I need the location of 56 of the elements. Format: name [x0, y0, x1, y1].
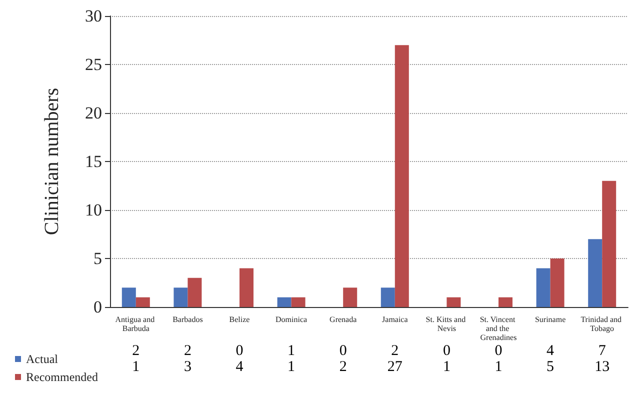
data-label: 1	[288, 359, 296, 376]
data-label: 2	[132, 343, 140, 360]
y-tick-label: 20	[85, 104, 102, 122]
x-tick-label: Jamaica	[382, 315, 408, 324]
x-tick-label: Grenada	[330, 315, 358, 324]
data-label: 0	[494, 343, 502, 360]
bar	[174, 288, 188, 307]
x-tick-label: Trinidad and Tobago	[580, 315, 624, 333]
data-label: 1	[494, 359, 502, 376]
bar	[380, 288, 395, 307]
bar	[240, 268, 254, 307]
bar	[136, 297, 150, 307]
data-label: 1	[132, 359, 140, 376]
x-tick-label: Dominica	[276, 315, 308, 324]
data-label: 2	[339, 359, 347, 376]
bar	[588, 239, 602, 307]
data-label: 1	[288, 343, 296, 360]
bar	[446, 297, 461, 307]
bar	[536, 268, 550, 307]
x-tick-label: Barbados	[172, 315, 203, 324]
bar	[291, 297, 306, 307]
y-tick-label: 30	[85, 6, 102, 26]
data-label: 27	[387, 359, 402, 376]
legend-label: Recommended	[26, 370, 98, 384]
bar	[394, 45, 409, 307]
data-label: 1	[442, 359, 450, 376]
data-label: 4	[546, 343, 554, 360]
y-axis-title: Clinician numbers	[41, 88, 63, 236]
x-tick-label: Belize	[229, 315, 250, 324]
y-tick-label: 25	[85, 55, 102, 74]
bar	[498, 297, 512, 307]
data-label: 2	[391, 343, 399, 360]
y-tick-label: 10	[85, 200, 102, 220]
bar	[122, 288, 136, 307]
data-label: 0	[339, 343, 347, 360]
bar	[277, 297, 292, 307]
bar	[343, 288, 358, 307]
legend-label: Actual	[26, 352, 59, 366]
data-label: 13	[594, 359, 610, 376]
x-tick-label: Antigua and Barbuda	[115, 315, 157, 333]
bar	[602, 180, 616, 307]
y-tick-label: 15	[85, 152, 102, 171]
data-label: 0	[236, 343, 244, 360]
data-label: 5	[546, 359, 554, 376]
x-tick-label: Suriname	[534, 315, 566, 324]
x-tick-label: St. Kitts and Nevis	[426, 315, 468, 333]
bar	[188, 278, 202, 307]
data-label: 3	[184, 359, 192, 376]
bar	[550, 258, 564, 307]
y-tick-label: 5	[94, 249, 102, 268]
y-tick-label: 0	[94, 298, 102, 316]
x-tick-label: St. Vincent and the Grenadines	[480, 315, 518, 342]
data-label: 2	[184, 343, 192, 360]
data-label: 0	[442, 343, 450, 360]
data-label: 7	[598, 343, 606, 360]
data-label: 4	[236, 359, 244, 376]
